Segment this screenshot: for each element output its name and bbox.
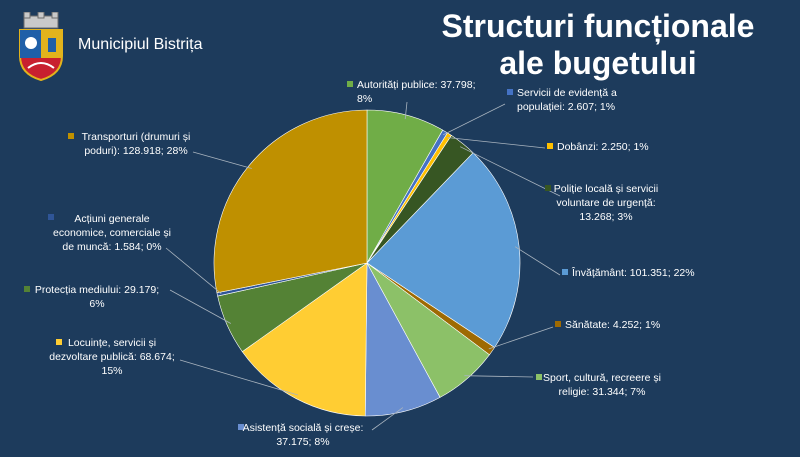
label-marker [555, 321, 561, 327]
leader-line [464, 375, 534, 378]
municipality-name: Municipiul Bistrița [78, 36, 203, 53]
slice-label-line: Sport, cultură, recreere și [543, 372, 661, 384]
leader-line [442, 103, 506, 136]
slice-label-line: 8% [357, 93, 372, 105]
slice-label-line: 6% [89, 298, 104, 310]
slice-label-line: Protecția mediului: 29.179; [35, 284, 159, 296]
slice-label: Învățământ: 101.351; 22% [571, 266, 695, 279]
slice-label-line: Autorități publice: 37.798; [357, 79, 476, 91]
leader-line [179, 359, 299, 396]
slice-label: Acțiuni generale economice, comerciale și… [53, 213, 171, 253]
slice-label: Dobânzi: 2.250; 1% [557, 141, 649, 153]
slice-label-line: Poliție locală și servicii [554, 183, 658, 195]
slice-label-line: Servicii de evidență a [517, 87, 617, 99]
leader-line [371, 407, 404, 431]
leader-line [169, 289, 231, 324]
slice-label-line: 37.175; 8% [276, 436, 329, 448]
slice-label: Poliție locală și servicii voluntare de u… [554, 183, 658, 223]
leader-line [514, 246, 561, 276]
label-marker [238, 424, 244, 430]
label-marker [545, 185, 551, 191]
leader-line [447, 137, 546, 149]
leader-line [488, 326, 554, 350]
pie-slice [366, 152, 521, 348]
label-marker [48, 214, 54, 220]
slice-label-line: Transporturi (drumuri și [82, 131, 191, 143]
pie-slice [213, 109, 368, 294]
slice-label-line: Învățământ: 101.351; 22% [571, 266, 695, 279]
leader-line [192, 151, 252, 169]
slice-label-line: religie: 31.344; 7% [559, 386, 646, 398]
slice-label-line: de muncă: 1.584; 0% [62, 241, 161, 253]
slice-label-line: economice, comerciale și [53, 227, 171, 239]
slice-label-line: Dobânzi: 2.250; 1% [557, 141, 649, 153]
slice-label-line: poduri): 128.918; 28% [84, 145, 187, 157]
coat-of-arms-icon [19, 12, 63, 82]
leader-line [165, 247, 222, 294]
leader-line [404, 101, 408, 120]
slice-label: Autorități publice: 37.798; 8% [357, 79, 476, 105]
slice-label: Sport, cultură, recreere și religie: 31.3… [543, 372, 661, 398]
slice-label-line: voluntare de urgență: [556, 197, 655, 209]
label-marker [347, 81, 353, 87]
title-line-1: Structuri funcționale [441, 8, 755, 44]
slice-label: Servicii de evidență a populației: 2.607;… [517, 87, 617, 113]
pie-slice [241, 262, 368, 417]
leader-line [460, 146, 561, 197]
slice-label: Asistență socială și creșe: 37.175; 8% [243, 422, 364, 448]
slice-label-line: Asistență socială și creșe: [243, 422, 364, 434]
title-line-2: ale bugetului [499, 45, 697, 81]
slice-label: Locuințe, servicii și dezvoltare publică:… [49, 337, 175, 377]
page-title: Structuri funcționale ale bugetului [418, 8, 778, 82]
slice-label-line: populației: 2.607; 1% [517, 101, 615, 113]
slice-label-line: Sănătate: 4.252; 1% [565, 319, 660, 331]
label-marker [547, 143, 553, 149]
leader-lines [165, 101, 561, 431]
slice-label: Protecția mediului: 29.179; 6% [35, 284, 159, 310]
label-marker [507, 89, 513, 95]
label-marker [536, 374, 542, 380]
slice-label-line: 15% [101, 365, 122, 377]
slice-label-line: 13.268; 3% [579, 211, 632, 223]
pie-slices [213, 109, 521, 417]
slice-label-line: dezvoltare publică: 68.674; [49, 351, 175, 363]
label-marker [24, 286, 30, 292]
slice-label-line: Locuințe, servicii și [68, 337, 156, 349]
slice-label: Transporturi (drumuri și poduri): 128.918… [82, 131, 191, 157]
label-marker [56, 339, 62, 345]
slice-label: Sănătate: 4.252; 1% [565, 319, 660, 331]
slice-label-line: Acțiuni generale [74, 213, 149, 225]
label-marker [562, 269, 568, 275]
label-marker [68, 133, 74, 139]
slice-labels: Autorități publice: 37.798; 8% Servicii de… [24, 79, 695, 448]
